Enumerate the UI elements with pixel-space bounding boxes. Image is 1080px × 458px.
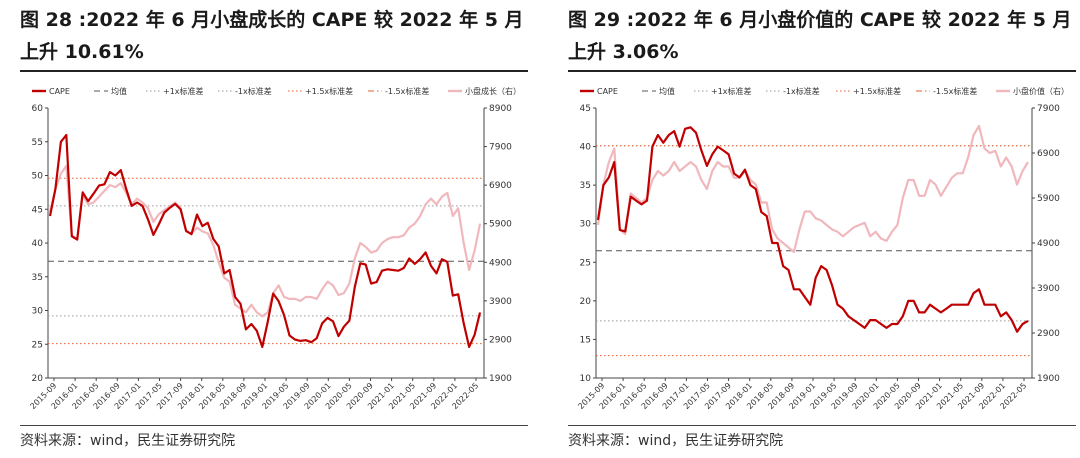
series-line-index (48, 164, 482, 318)
legend-label: -1x标准差 (235, 86, 272, 96)
y-tick-label-right: 1900 (1037, 374, 1060, 384)
figure-title: 图 29 :2022 年 6 月小盘价值的 CAPE 较 2022 年 5 月上… (568, 9, 1072, 63)
y-tick-label-right: 3900 (489, 297, 512, 307)
y-tick-label-right: 3900 (1037, 284, 1060, 294)
y-tick-label-left: 45 (580, 104, 591, 114)
legend-label: -1.5x标准差 (385, 86, 429, 96)
source-note: 资料来源：wind，民生证券研究院 (20, 433, 236, 449)
legend-label: +1x标准差 (163, 86, 204, 96)
y-tick-label-left: 10 (580, 374, 592, 384)
y-tick-label-right: 4900 (1037, 239, 1060, 249)
y-tick-label-left: 50 (32, 172, 44, 182)
chart-legend: CAPE 均值 +1x标准差 -1x标准差 +1.5x标准差 -1.5x标准差 小盘成长（右… (32, 86, 521, 96)
y-tick-label-right: 5900 (489, 220, 512, 230)
y-tick-label-left: 15 (580, 335, 591, 345)
legend-label: +1x标准差 (711, 86, 752, 96)
y-tick-label-right: 2900 (1037, 329, 1060, 339)
series-line-index (596, 124, 1029, 254)
source-rule (20, 425, 528, 426)
y-tick-label-right: 5900 (1037, 194, 1060, 204)
legend-label: CAPE (49, 87, 70, 96)
title-rule (568, 70, 1076, 72)
y-tick-label-left: 30 (32, 307, 44, 317)
figure-panel-left: 图 28 :2022 年 6 月小盘成长的 CAPE 较 2022 年 5 月上… (10, 0, 530, 458)
legend-label: 小盘价值（右） (1013, 86, 1069, 96)
series-line-cape (48, 133, 482, 348)
legend-label: +1.5x标准差 (853, 86, 901, 96)
y-tick-label-right: 7900 (1037, 104, 1060, 114)
series-line-cape (596, 126, 1029, 333)
legend-label: -1x标准差 (783, 86, 820, 96)
legend-label: +1.5x标准差 (305, 86, 353, 96)
title-rule (20, 70, 528, 72)
legend-label: -1.5x标准差 (933, 86, 977, 96)
y-tick-label-left: 35 (580, 181, 591, 191)
y-tick-label-right: 8900 (489, 104, 512, 114)
cape-chart-small-growth: CAPE 均值 +1x标准差 -1x标准差 +1.5x标准差 -1.5x标准差 小盘成长（右… (28, 86, 521, 411)
y-tick-label-left: 35 (32, 273, 43, 283)
y-tick-label-left: 55 (32, 138, 43, 148)
y-tick-label-left: 45 (32, 205, 43, 215)
y-tick-label-right: 6900 (1037, 149, 1060, 159)
y-tick-label-right: 4900 (489, 258, 512, 268)
y-tick-label-right: 6900 (489, 181, 512, 191)
y-tick-label-right: 7900 (489, 143, 512, 153)
y-tick-label-left: 40 (580, 143, 592, 153)
legend-label: 小盘成长（右） (465, 86, 521, 96)
y-tick-label-left: 25 (32, 340, 43, 350)
y-tick-label-left: 20 (580, 297, 592, 307)
legend-label: 均值 (659, 86, 675, 96)
y-tick-label-left: 40 (32, 239, 44, 249)
y-tick-label-left: 60 (32, 104, 44, 114)
y-tick-label-left: 20 (32, 374, 44, 384)
cape-chart-small-value: CAPE 均值 +1x标准差 -1x标准差 +1.5x标准差 -1.5x标准差 小盘价值（右… (576, 86, 1069, 411)
source-rule (568, 425, 1076, 426)
y-tick-label-left: 30 (580, 220, 592, 230)
y-tick-label-right: 1900 (489, 374, 512, 384)
figure-panel-right: 图 29 :2022 年 6 月小盘价值的 CAPE 较 2022 年 5 月上… (558, 0, 1078, 458)
legend-label: CAPE (597, 87, 618, 96)
chart-legend: CAPE 均值 +1x标准差 -1x标准差 +1.5x标准差 -1.5x标准差 小盘价值（右… (580, 86, 1069, 96)
source-note: 资料来源：wind，民生证券研究院 (568, 433, 784, 449)
y-tick-label-right: 2900 (489, 335, 512, 345)
y-tick-label-left: 25 (580, 258, 591, 268)
legend-label: 均值 (111, 86, 127, 96)
figure-title: 图 28 :2022 年 6 月小盘成长的 CAPE 较 2022 年 5 月上… (20, 9, 524, 63)
